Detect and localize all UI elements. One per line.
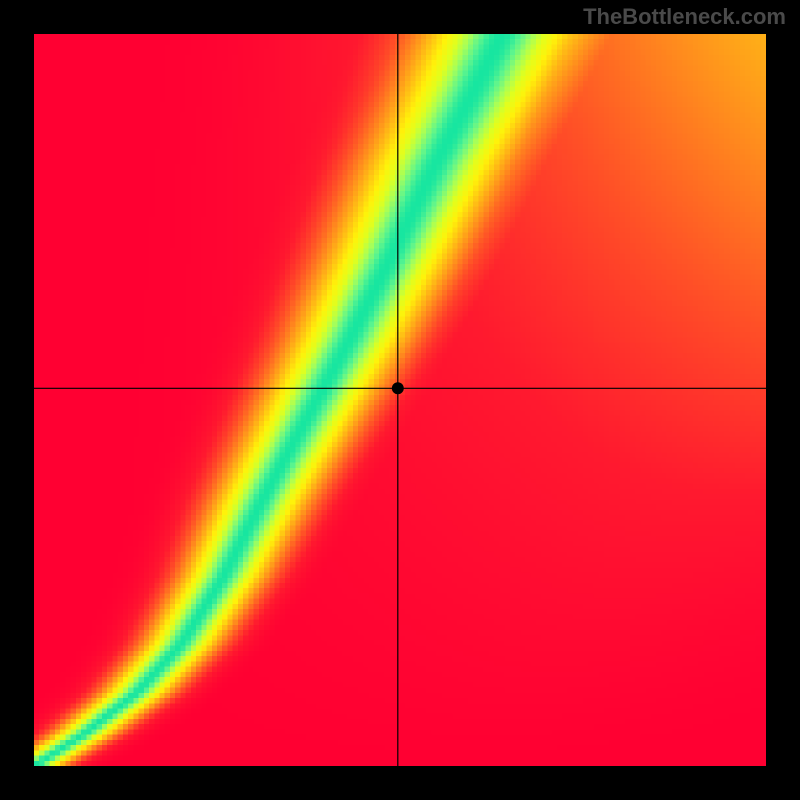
heatmap-canvas xyxy=(34,34,766,766)
chart-container: TheBottleneck.com xyxy=(0,0,800,800)
watermark-text: TheBottleneck.com xyxy=(583,4,786,30)
